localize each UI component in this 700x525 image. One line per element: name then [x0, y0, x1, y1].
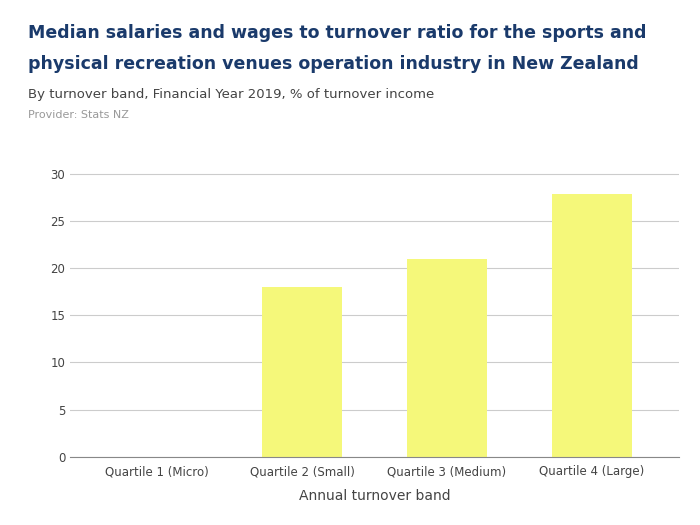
- Text: Provider: Stats NZ: Provider: Stats NZ: [28, 110, 129, 120]
- Text: physical recreation venues operation industry in New Zealand: physical recreation venues operation ind…: [28, 55, 638, 73]
- Text: Median salaries and wages to turnover ratio for the sports and: Median salaries and wages to turnover ra…: [28, 24, 647, 41]
- X-axis label: Annual turnover band: Annual turnover band: [299, 489, 450, 503]
- Text: figure.nz: figure.nz: [567, 27, 654, 45]
- Bar: [407, 259, 487, 457]
- Bar: [262, 287, 342, 457]
- Text: By turnover band, Financial Year 2019, % of turnover income: By turnover band, Financial Year 2019, %…: [28, 88, 434, 101]
- Bar: [552, 194, 632, 457]
